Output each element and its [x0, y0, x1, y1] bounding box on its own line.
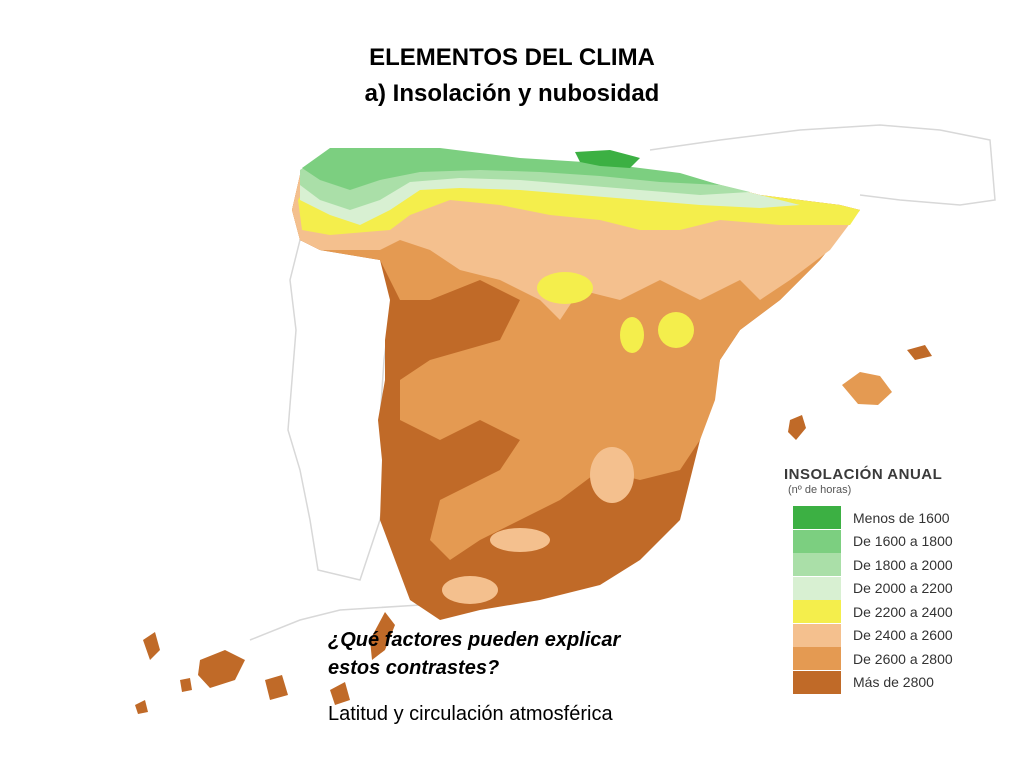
map-legend: INSOLACIÓN ANUAL (nº de horas) Menos de …	[784, 466, 984, 694]
patch-yellow-1	[537, 272, 593, 304]
legend-swatch	[793, 529, 841, 553]
legend-item: De 2600 a 2800	[784, 647, 984, 671]
question-line-1: ¿Qué factores pueden explicar	[328, 629, 621, 651]
legend-item: Menos de 1600	[784, 506, 984, 530]
legend-item: Más de 2800	[784, 670, 984, 695]
legend-swatch	[793, 553, 841, 577]
legend-label: De 2000 a 2200	[853, 580, 953, 597]
legend-label: De 1800 a 2000	[853, 556, 953, 573]
patch-light-3	[490, 528, 550, 552]
patch-light-2	[442, 576, 498, 604]
slide-subtitle: a) Insolación y nubosidad	[364, 80, 660, 107]
patch-yellow-3	[658, 312, 694, 348]
question-text: ¿Qué factores pueden explicar estos cont…	[328, 626, 728, 682]
legend-subtitle: (nº de horas)	[788, 484, 852, 496]
mallorca	[842, 372, 892, 405]
legend-swatch	[793, 576, 841, 600]
legend-label: Más de 2800	[853, 674, 934, 691]
canary-island-3	[265, 675, 288, 700]
canary-island-2	[198, 650, 245, 688]
legend-rows: Menos de 1600 De 1600 a 1800 De 1800 a 200…	[784, 506, 984, 694]
legend-label: De 2200 a 2400	[853, 603, 953, 620]
canary-island-4	[180, 678, 192, 692]
legend-label: Menos de 1600	[853, 509, 950, 526]
legend-swatch	[793, 647, 841, 671]
legend-swatch	[793, 670, 841, 694]
legend-item: De 2000 a 2200	[784, 576, 984, 601]
legend-item: De 1600 a 1800	[784, 529, 984, 554]
slide-title: ELEMENTOS DEL CLIMA	[369, 44, 655, 71]
patch-light-1	[590, 447, 634, 503]
legend-swatch	[793, 623, 841, 647]
portugal-landmass	[287, 239, 393, 581]
legend-swatch	[793, 506, 841, 530]
legend-title: INSOLACIÓN ANUAL	[784, 466, 943, 483]
legend-label: De 1600 a 1800	[853, 533, 953, 550]
legend-label: De 2600 a 2800	[853, 650, 953, 667]
canary-island-1	[143, 632, 160, 660]
legend-label: De 2400 a 2600	[853, 627, 953, 644]
question-line-2: estos contrastes?	[328, 657, 500, 679]
legend-item: De 1800 a 2000	[784, 553, 984, 577]
canary-island-7	[135, 700, 148, 714]
canary-island-5	[370, 612, 395, 660]
region-1600-1800	[302, 148, 720, 190]
france-outline	[649, 124, 996, 206]
legend-item: De 2400 a 2600	[784, 623, 984, 648]
canary-island-6	[330, 682, 350, 705]
region-menos-1600	[575, 150, 640, 168]
menorca	[907, 345, 932, 360]
patch-yellow-2	[620, 317, 644, 353]
legend-swatch	[793, 600, 841, 624]
legend-item: De 2200 a 2400	[784, 600, 984, 624]
answer-text: Latitud y circulación atmosférica	[328, 703, 613, 725]
ibiza	[788, 415, 806, 440]
